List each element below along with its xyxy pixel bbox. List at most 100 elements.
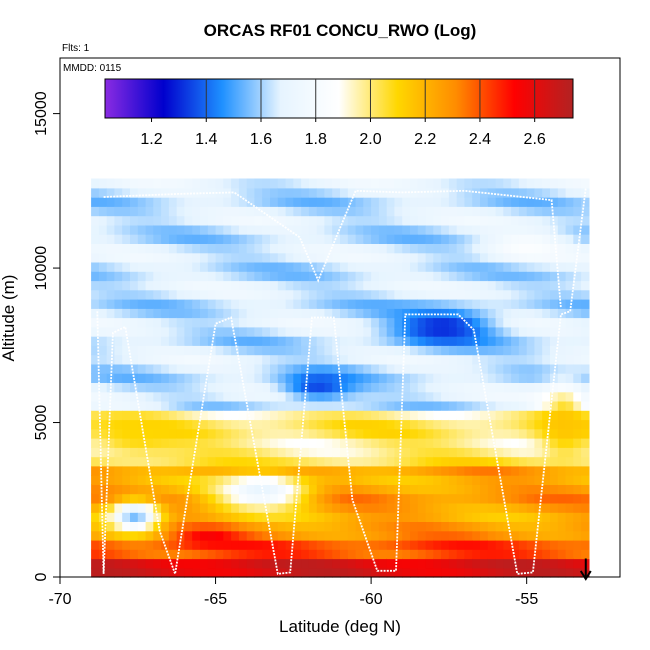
heatmap-cell	[550, 456, 559, 467]
heatmap-cell	[145, 567, 154, 578]
heatmap-cell	[340, 280, 349, 291]
heatmap-cell	[114, 391, 123, 402]
heatmap-cell	[363, 261, 372, 272]
heatmap-cell	[122, 419, 131, 430]
heatmap-cell	[161, 438, 170, 448]
heatmap-cell	[238, 373, 248, 383]
heatmap-cell	[130, 317, 139, 328]
heatmap-cell	[153, 363, 162, 374]
heatmap-cell	[565, 224, 574, 235]
heatmap-cell	[557, 345, 567, 356]
heatmap-cell	[223, 419, 232, 430]
heatmap-cell	[184, 465, 193, 476]
heatmap-cell	[534, 252, 543, 263]
heatmap-cell	[215, 539, 224, 550]
heatmap-cell	[550, 197, 559, 207]
heatmap-cell	[441, 567, 450, 578]
heatmap-cell	[200, 567, 209, 578]
heatmap-cell	[378, 197, 388, 207]
heatmap-cell	[425, 456, 434, 467]
heatmap-cell	[98, 234, 108, 244]
heatmap-cell	[153, 336, 162, 346]
heatmap-cell	[200, 234, 209, 244]
heatmap-cell	[526, 271, 536, 282]
heatmap-cell	[417, 354, 427, 365]
heatmap-cell	[324, 382, 333, 393]
heatmap-cell	[91, 391, 100, 402]
heatmap-cell	[207, 354, 217, 365]
heatmap-cell	[425, 326, 434, 337]
heatmap-cell	[503, 493, 512, 504]
heatmap-cell	[425, 475, 434, 485]
heatmap-cell	[495, 391, 504, 402]
heatmap-cell	[215, 224, 224, 235]
heatmap-cell	[285, 391, 294, 402]
heatmap-cell	[448, 178, 458, 189]
heatmap-cell	[472, 317, 481, 328]
heatmap-cell	[464, 475, 473, 485]
heatmap-cell	[130, 206, 139, 217]
heatmap-cell	[448, 502, 458, 513]
heatmap-cell	[557, 484, 567, 495]
heatmap-cell	[425, 271, 434, 282]
heatmap-cell	[402, 382, 411, 393]
heatmap-cell	[425, 382, 434, 393]
heatmap-cell	[301, 187, 310, 198]
heatmap-cell	[581, 308, 590, 319]
heatmap-cell	[114, 539, 123, 550]
heatmap-cell	[417, 438, 427, 448]
heatmap-cell	[301, 438, 310, 448]
heatmap-cell	[518, 187, 528, 198]
heatmap-cell	[277, 465, 287, 476]
heatmap-cell	[550, 410, 559, 421]
heatmap-cell	[184, 428, 193, 439]
heatmap-cell	[277, 447, 287, 458]
heatmap-cell	[495, 215, 504, 226]
heatmap-cell	[91, 512, 100, 522]
heatmap-cell	[340, 354, 349, 365]
heatmap-cell	[207, 299, 217, 309]
heatmap-cell	[518, 400, 528, 411]
heatmap-cell	[347, 354, 357, 365]
heatmap-cell	[503, 400, 512, 411]
heatmap-cell	[215, 197, 224, 207]
heatmap-cell	[573, 447, 582, 458]
heatmap-cell	[456, 549, 466, 560]
heatmap-cell	[472, 178, 481, 189]
heatmap-cell	[386, 493, 396, 504]
heatmap-cell	[192, 178, 201, 189]
heatmap-cell	[262, 280, 271, 291]
heatmap-cell	[456, 539, 466, 550]
heatmap-cell	[495, 373, 504, 383]
heatmap-cell	[308, 345, 318, 356]
heatmap-cell	[285, 336, 294, 346]
heatmap-cell	[417, 317, 427, 328]
heatmap-cell	[542, 539, 551, 550]
heatmap-cell	[487, 252, 497, 263]
heatmap-cell	[153, 410, 162, 421]
heatmap-cell	[192, 447, 201, 458]
heatmap-cell	[425, 299, 434, 309]
heatmap-cell	[565, 484, 574, 495]
heatmap-cell	[137, 363, 147, 374]
heatmap-cell	[503, 289, 512, 300]
heatmap-cell	[340, 345, 349, 356]
heatmap-cell	[355, 530, 364, 541]
heatmap-cell	[254, 280, 263, 291]
heatmap-cell	[91, 354, 100, 365]
heatmap-cell	[503, 465, 512, 476]
heatmap-cell	[277, 354, 287, 365]
heatmap-cell	[425, 234, 434, 244]
heatmap-cell	[386, 400, 396, 411]
heatmap-cell	[308, 234, 318, 244]
heatmap-cell	[448, 419, 458, 430]
heatmap-cell	[448, 428, 458, 439]
heatmap-cell	[308, 438, 318, 448]
heatmap-cell	[550, 391, 559, 402]
heatmap-cell	[340, 438, 349, 448]
heatmap-cell	[301, 197, 310, 207]
heatmap-cell	[200, 224, 209, 235]
heatmap-cell	[332, 484, 341, 495]
heatmap-cell	[285, 465, 294, 476]
heatmap-cell	[184, 502, 193, 513]
